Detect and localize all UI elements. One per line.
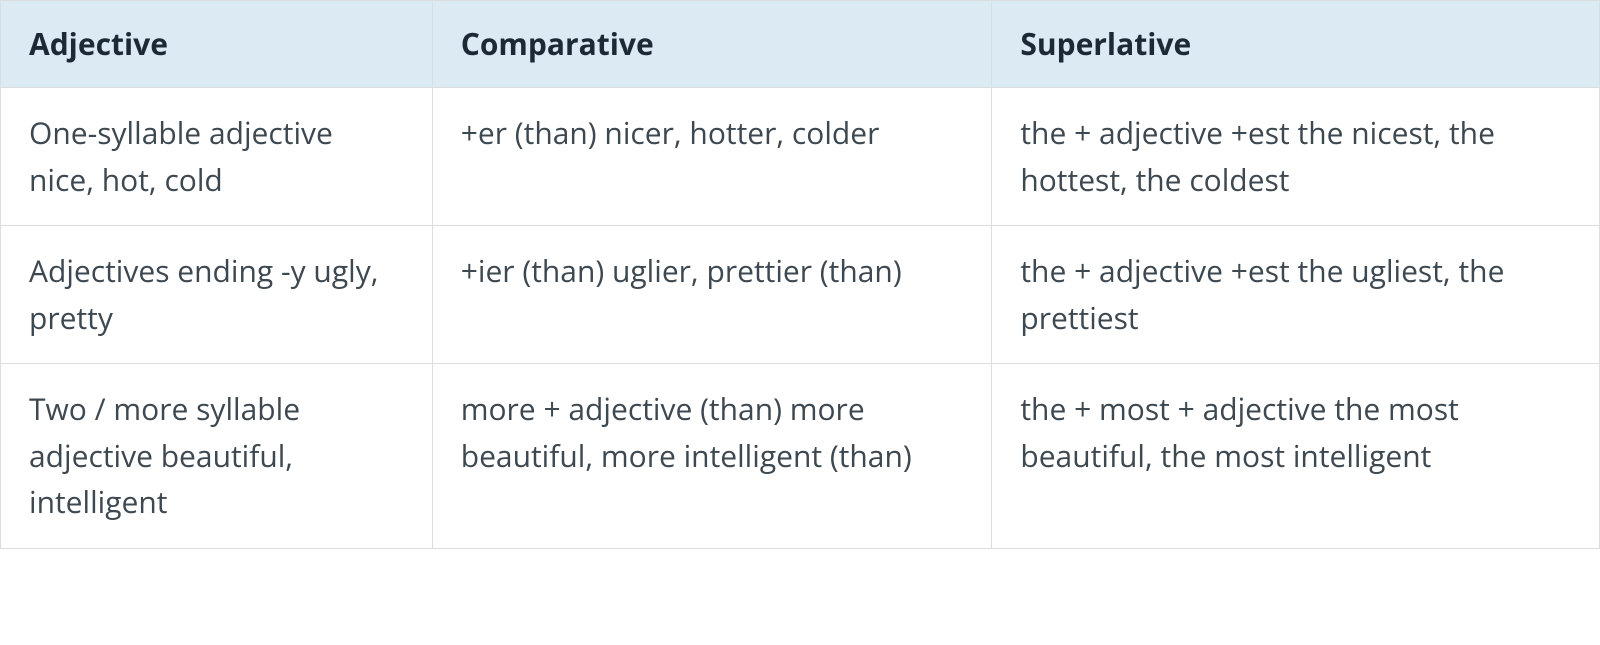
- cell-superlative: the + most + adjective the most beautifu…: [992, 364, 1600, 549]
- col-header-comparative: Comparative: [432, 1, 992, 88]
- cell-adjective: Two / more syllable adjective beautiful,…: [1, 364, 433, 549]
- table-row: Two / more syllable adjective beautiful,…: [1, 364, 1600, 549]
- table-row: One-syllable adjective nice, hot, cold +…: [1, 88, 1600, 226]
- cell-comparative: more + adjective (than) more beautiful, …: [432, 364, 992, 549]
- cell-superlative: the + adjective +est the nicest, the hot…: [992, 88, 1600, 226]
- table-row: Adjectives ending -y ugly, pretty +ier (…: [1, 226, 1600, 364]
- cell-comparative: +ier (than) uglier, prettier (than): [432, 226, 992, 364]
- cell-comparative: +er (than) nicer, hotter, colder: [432, 88, 992, 226]
- table-header-row: Adjective Comparative Superlative: [1, 1, 1600, 88]
- cell-adjective: One-syllable adjective nice, hot, cold: [1, 88, 433, 226]
- col-header-adjective: Adjective: [1, 1, 433, 88]
- grammar-table: Adjective Comparative Superlative One-sy…: [0, 0, 1600, 549]
- cell-adjective: Adjectives ending -y ugly, pretty: [1, 226, 433, 364]
- col-header-superlative: Superlative: [992, 1, 1600, 88]
- cell-superlative: the + adjective +est the ugliest, the pr…: [992, 226, 1600, 364]
